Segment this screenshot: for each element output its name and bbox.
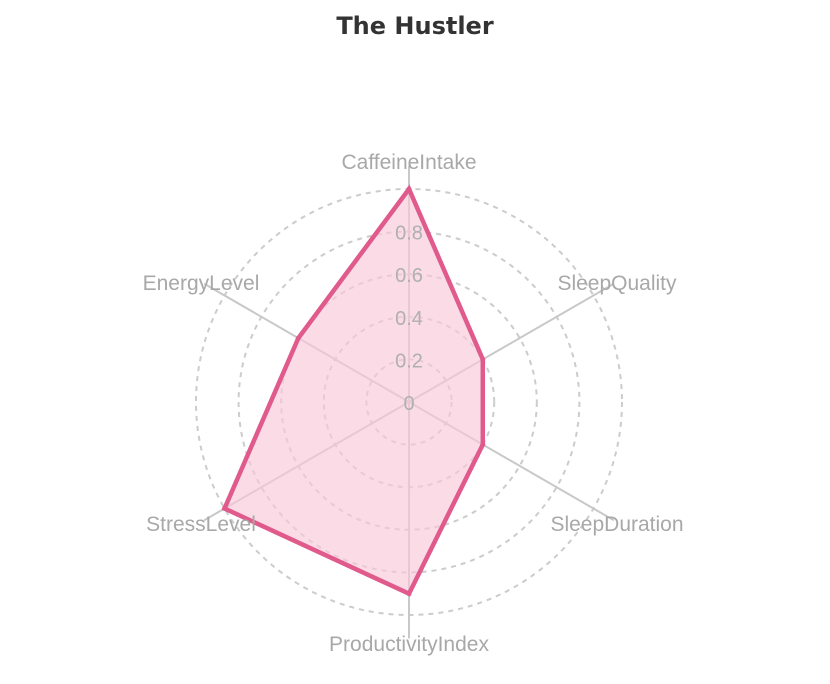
axis-label-sleepduration: SleepDuration bbox=[550, 513, 683, 536]
series-layer bbox=[221, 184, 486, 597]
chart-title: The Hustler bbox=[336, 12, 494, 40]
data-point-energylevel bbox=[295, 335, 301, 341]
data-point-productivityindex bbox=[406, 591, 412, 597]
axis-label-energylevel: EnergyLevel bbox=[143, 272, 260, 295]
data-point-sleepduration bbox=[480, 442, 486, 448]
axis-label-sleepquality: SleepQuality bbox=[557, 272, 677, 295]
tick-label: 0.2 bbox=[395, 350, 423, 372]
tick-label: 0.4 bbox=[395, 308, 423, 330]
tick-label: 0 bbox=[403, 393, 414, 415]
data-point-sleepquality bbox=[480, 356, 486, 362]
data-point-stresslevel bbox=[222, 506, 228, 511]
data-point-caffeineintake bbox=[406, 186, 412, 192]
tick-label: 0.8 bbox=[395, 223, 423, 245]
axis-label-productivityindex: ProductivityIndex bbox=[329, 633, 489, 656]
axis-label-stresslevel: StressLevel bbox=[146, 513, 256, 536]
series-area-1 bbox=[221, 184, 486, 597]
axis-labels: CaffeineIntake SleepQuality SleepDuration P… bbox=[143, 151, 684, 656]
tick-label: 0.6 bbox=[395, 265, 423, 287]
tick-labels: 0 0.2 0.4 0.6 0.8 bbox=[395, 223, 423, 415]
axis-label-caffeineintake: CaffeineIntake bbox=[341, 151, 476, 174]
